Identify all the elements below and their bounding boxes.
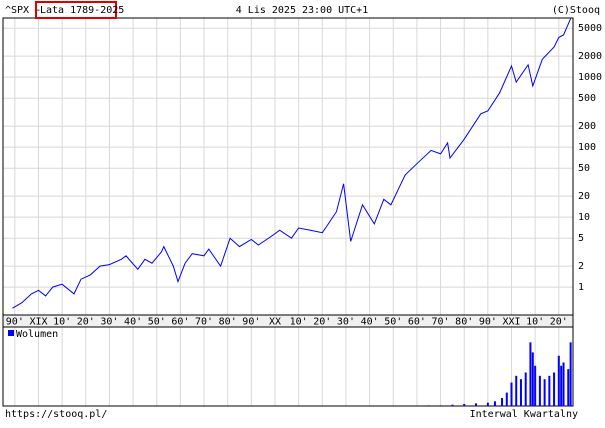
- volume-bar: [519, 379, 522, 406]
- x-tick-label: 70': [432, 317, 450, 328]
- volume-bar: [463, 403, 466, 406]
- x-tick-label: 30': [337, 317, 355, 328]
- x-tick-label: 90': [6, 317, 24, 328]
- x-tick-label: 70': [195, 317, 213, 328]
- x-tick-label: 20': [313, 317, 331, 328]
- y-tick-label: 5000: [578, 23, 602, 34]
- volume-bar: [505, 392, 508, 406]
- volume-bar: [427, 405, 430, 406]
- volume-bar: [560, 365, 563, 406]
- volume-bar: [569, 342, 572, 406]
- symbol: ^SPX -: [5, 5, 41, 16]
- volume-bar: [562, 362, 565, 406]
- volume-bar: [493, 401, 496, 406]
- x-tick-label: 90': [242, 317, 260, 328]
- x-tick-label: 40': [361, 317, 379, 328]
- price-line: [12, 18, 572, 309]
- volume-bar: [534, 365, 537, 406]
- interval: Interwal Kwartalny: [470, 409, 578, 420]
- x-tick-label: 30': [100, 317, 118, 328]
- x-tick-label: 10': [290, 317, 308, 328]
- y-tick-label: 20: [578, 191, 590, 202]
- volume-bar: [486, 402, 489, 406]
- y-tick-label: 5: [578, 233, 584, 244]
- x-tick-label: 20': [77, 317, 95, 328]
- y-tick-label: 500: [578, 93, 596, 104]
- range: Lata 1789-2025: [40, 5, 124, 16]
- x-tick-label: 10': [53, 317, 71, 328]
- y-tick-label: 10: [578, 212, 590, 223]
- y-tick-label: 1: [578, 282, 584, 293]
- x-tick-label: XX: [269, 317, 281, 328]
- x-tick-label: XIX: [29, 317, 47, 328]
- legend-swatch: [8, 330, 14, 336]
- y-tick-label: 2000: [578, 51, 602, 62]
- url[interactable]: https://stooq.pl/: [5, 409, 107, 420]
- volume-bar: [501, 397, 504, 406]
- source: (C)Stooq: [552, 5, 600, 16]
- x-tick-label: 90': [479, 317, 497, 328]
- y-tick-label: 50: [578, 163, 590, 174]
- volume-bar: [567, 369, 570, 406]
- volume-bar: [529, 342, 532, 406]
- volume-bar: [543, 379, 546, 406]
- legend-label: Wolumen: [16, 329, 58, 340]
- highlight-box: [35, 1, 117, 19]
- y-tick-label: 1000: [578, 72, 602, 83]
- volume-bar: [439, 405, 442, 406]
- volume-bar: [475, 403, 478, 406]
- volume-bar: [451, 404, 454, 406]
- y-tick-label: 100: [578, 142, 596, 153]
- volume-bar: [548, 375, 551, 406]
- x-tick-label: 50': [384, 317, 402, 328]
- x-tick-label: XXI: [502, 317, 520, 328]
- volume-bar: [557, 355, 560, 406]
- volume-bar: [538, 375, 541, 406]
- x-tick-label: 40': [124, 317, 142, 328]
- x-tick-label: 10': [526, 317, 544, 328]
- volume-bar: [510, 382, 513, 406]
- y-tick-label: 2: [578, 261, 584, 272]
- x-tick-label: 50': [148, 317, 166, 328]
- volume-bar: [524, 372, 527, 406]
- volume-bar: [531, 352, 534, 406]
- x-tick-label: 80': [455, 317, 473, 328]
- volume-bar: [515, 375, 518, 406]
- volume-panel: [2, 326, 574, 407]
- x-tick-label: 20': [550, 317, 568, 328]
- volume-bar: [553, 372, 556, 406]
- x-tick-label: 60': [408, 317, 426, 328]
- x-tick-label: 80': [219, 317, 237, 328]
- x-tick-label: 60': [171, 317, 189, 328]
- date: 4 Lis 2025 23:00 UTC+1: [236, 5, 368, 16]
- y-tick-label: 200: [578, 121, 596, 132]
